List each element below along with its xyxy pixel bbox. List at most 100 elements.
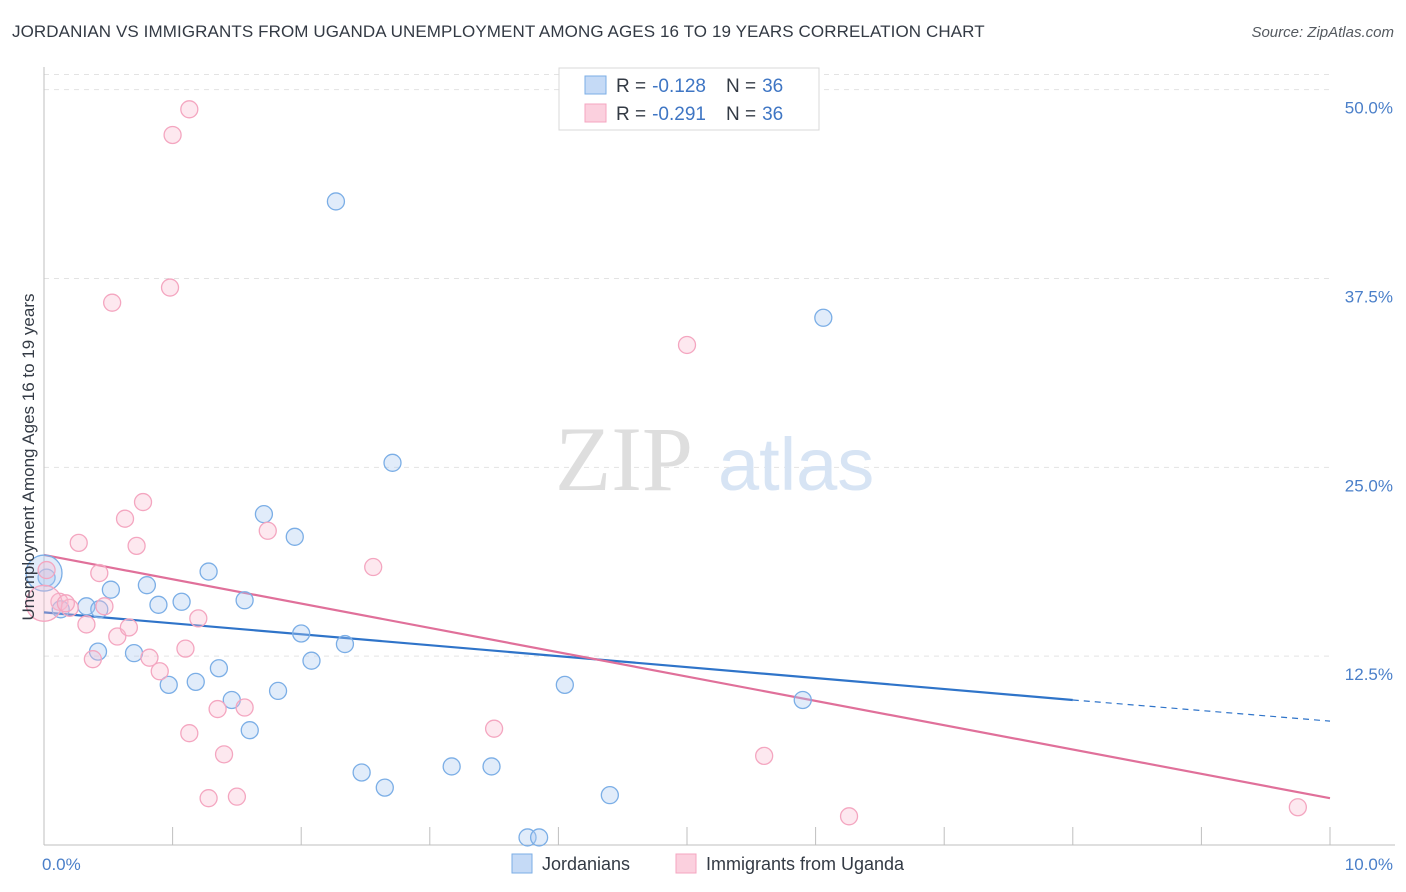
y-tick-labels: 12.5% 25.0% 37.5% 50.0% (1345, 99, 1393, 685)
point-uganda-20 (180, 724, 199, 743)
point-uganda-14 (140, 648, 159, 667)
chart-title: JORDANIAN VS IMMIGRANTS FROM UGANDA UNEM… (12, 22, 985, 41)
point-uganda-27 (258, 521, 277, 540)
point-jordanians-20 (292, 624, 311, 643)
r-value-1: -0.128 (652, 76, 706, 97)
point-uganda-18 (180, 100, 199, 119)
point-uganda-7 (95, 597, 114, 616)
x-tick-labels: 0.0% 10.0% (42, 855, 1393, 874)
point-uganda-32 (839, 807, 859, 826)
y-axis-label: Unemployment Among Ages 16 to 19 years (19, 294, 38, 621)
point-jordanians-7 (137, 576, 157, 595)
point-uganda-22 (199, 789, 218, 808)
r-label-2: R = (616, 104, 646, 125)
point-jordanians-24 (352, 763, 371, 782)
point-uganda-13 (133, 492, 153, 512)
point-jordanians-23 (335, 634, 355, 654)
r-label-1: R = (616, 76, 646, 97)
point-jordanians-31 (555, 675, 574, 695)
point-uganda-21 (189, 609, 208, 628)
point-uganda-33 (1288, 798, 1307, 817)
point-jordanians-6 (124, 643, 144, 663)
point-uganda-26 (235, 698, 254, 717)
point-uganda-8 (103, 293, 122, 312)
point-uganda-30 (677, 335, 697, 355)
watermark: ZIP atlas (555, 408, 874, 510)
point-uganda-4 (77, 615, 96, 634)
x-tick-label-1: 10.0% (1345, 855, 1393, 874)
watermark-atlas: atlas (718, 423, 874, 506)
point-jordanians-34 (814, 308, 833, 327)
axes (43, 67, 1395, 846)
y-tick-label-3: 50.0% (1345, 99, 1393, 118)
x-tick-label-0: 0.0% (42, 855, 81, 874)
r-value-2: -0.291 (652, 104, 706, 125)
point-jordanians-22 (326, 192, 346, 211)
point-jordanians-16 (240, 721, 259, 740)
point-uganda-0 (37, 560, 56, 580)
point-uganda-3 (69, 533, 88, 553)
legend-bottom-swatch-uganda (675, 853, 697, 874)
point-jordanians-5 (101, 580, 121, 599)
point-jordanians-9 (159, 675, 178, 695)
point-jordanians-10 (172, 592, 191, 611)
legend-bottom-swatch-jordanians (511, 853, 533, 874)
trendlines (43, 553, 1331, 800)
point-jordanians-17 (254, 505, 274, 524)
legend-swatch-uganda (584, 103, 607, 123)
point-jordanians-28 (482, 757, 501, 776)
point-uganda-35 (56, 594, 76, 613)
legend-bottom-label-jordanians: Jordanians (542, 854, 630, 874)
point-jordanians-30 (529, 828, 549, 847)
grid-lines (44, 74, 1330, 657)
point-uganda-31 (755, 746, 774, 766)
point-jordanians-25 (375, 778, 394, 797)
y-tick-label-0: 12.5% (1345, 665, 1393, 684)
point-jordanians-27 (442, 757, 461, 776)
point-uganda-23 (208, 699, 227, 719)
source-label: Source: ZipAtlas.com (1251, 24, 1394, 41)
watermark-zip: ZIP (555, 408, 693, 510)
n-label-2: N = (726, 104, 756, 125)
point-jordanians-12 (199, 562, 218, 581)
point-uganda-15 (150, 662, 169, 681)
point-jordanians-21 (302, 651, 321, 670)
point-uganda-10 (115, 509, 135, 528)
legend-swatch-jordanians (584, 75, 607, 95)
point-jordanians-15 (235, 591, 254, 610)
n-value-1: 36 (762, 76, 783, 97)
point-jordanians-19 (285, 527, 304, 546)
y-tick-label-1: 25.0% (1345, 476, 1393, 495)
trendline-jordanians (43, 611, 1073, 702)
point-uganda-28 (364, 557, 383, 577)
point-uganda-24 (214, 745, 234, 764)
y-tick-label-2: 37.5% (1345, 287, 1393, 306)
point-uganda-16 (160, 278, 180, 297)
point-uganda-19 (176, 639, 195, 658)
point-jordanians-13 (209, 659, 229, 678)
point-jordanians-18 (268, 681, 288, 701)
point-uganda-5 (83, 650, 103, 669)
point-jordanians-26 (383, 453, 402, 472)
point-uganda-6 (90, 563, 109, 583)
point-uganda-11 (119, 618, 139, 637)
point-uganda-25 (227, 787, 247, 806)
point-jordanians-32 (600, 785, 619, 805)
point-jordanians-8 (149, 595, 168, 614)
stats-legend: R = -0.128 N = 36 R = -0.291 N = 36 (558, 67, 820, 131)
point-jordanians-33 (793, 690, 812, 710)
point-uganda-17 (163, 125, 182, 145)
legend-bottom-label-uganda: Immigrants from Uganda (706, 854, 905, 874)
n-value-2: 36 (762, 104, 783, 125)
trendline-uganda (43, 553, 1331, 800)
n-label-1: N = (726, 76, 756, 97)
point-jordanians-4 (90, 600, 109, 619)
trendline-jordanians-extension (1072, 699, 1331, 722)
point-uganda-34 (25, 584, 63, 622)
series-legend: Jordanians Immigrants from Uganda (511, 853, 905, 874)
point-uganda-12 (127, 536, 146, 556)
point-jordanians-11 (186, 672, 205, 691)
